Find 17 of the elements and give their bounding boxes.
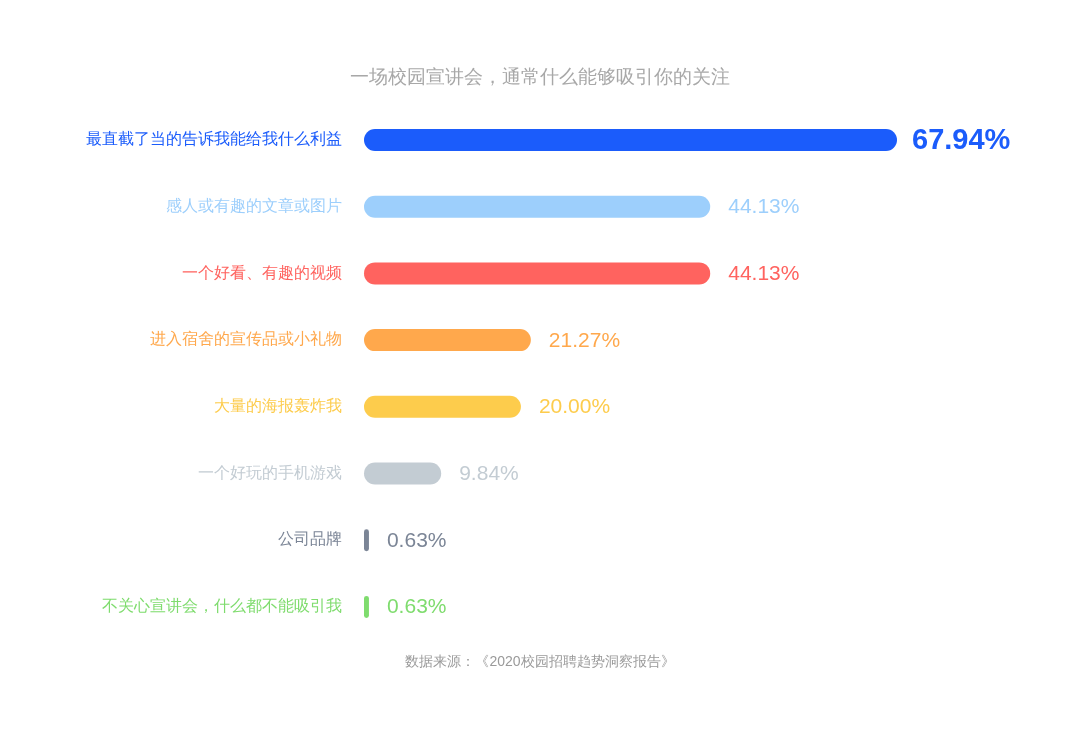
- category-label: 一个好看、有趣的视频: [182, 263, 342, 281]
- value-label: 0.63%: [386, 527, 447, 551]
- value-label: 9.84%: [459, 461, 519, 485]
- value-label: 44.13%: [728, 260, 800, 284]
- value-label: 67.94%: [912, 122, 1011, 155]
- category-label: 最直截了当的告诉我能给我什么利益: [86, 130, 342, 148]
- value-label: 20.00%: [538, 394, 611, 418]
- annotation: 数据来源：《2020校园招聘趋势洞察报告》: [405, 652, 675, 669]
- category-label: 感人或有趣的文章或图片: [166, 196, 342, 214]
- value-label: 44.13%: [728, 194, 800, 218]
- category-label: 进入宿舍的宣传品或小礼物: [150, 330, 342, 348]
- value-label: 21.27%: [548, 327, 621, 351]
- title: 一场校园宣讲会，通常什么能够吸引你的关注: [350, 66, 730, 87]
- category-label: 不关心宣讲会，什么都不能吸引我: [102, 597, 342, 615]
- category-label: 公司品牌: [278, 530, 342, 548]
- category-label: 大量的海报轰炸我: [214, 397, 342, 415]
- value-label: 0.63%: [386, 594, 447, 618]
